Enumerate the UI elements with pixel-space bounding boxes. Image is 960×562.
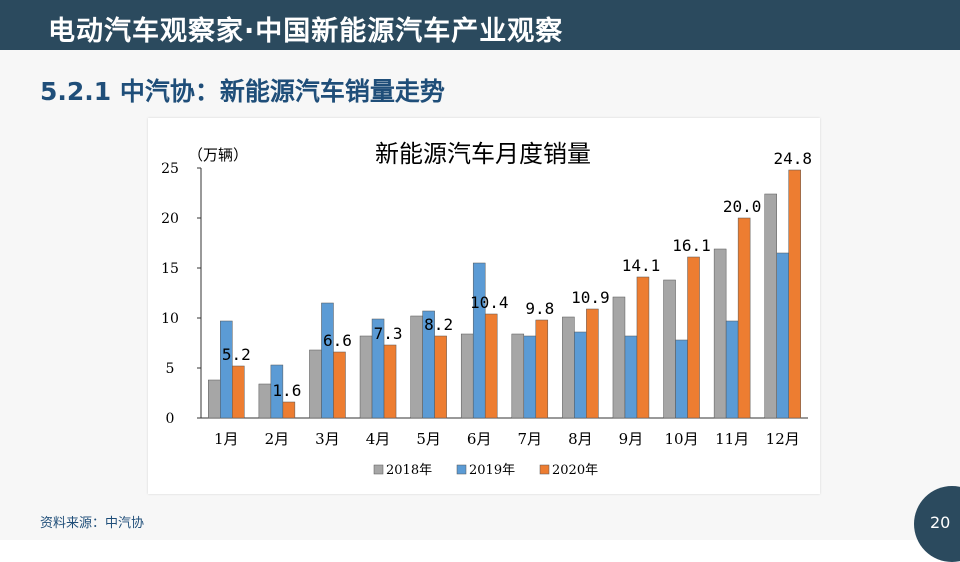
- data-label-2020: 10.4: [470, 293, 509, 312]
- legend-swatch: [539, 464, 550, 475]
- data-label-2020: 1.6: [272, 381, 301, 400]
- bar-2018年: [562, 316, 575, 419]
- bar-2020年: [636, 276, 650, 419]
- bar-2018年: [359, 335, 373, 419]
- data-label-2020: 5.2: [222, 345, 251, 364]
- bar-chart: 新能源汽车月度销量 （万辆） 0 5 10 15 20 25 1月 5.2 2月 1.6 3月 6.6…: [161, 140, 812, 478]
- bar-2020年: [586, 308, 599, 419]
- header-banner: 电动汽车观察家·中国新能源汽车产业观察: [0, 0, 960, 50]
- x-tick-label: 6月: [467, 430, 492, 448]
- bar-2020年: [687, 256, 700, 419]
- plot-area: 0 5 10 15 20 25 1月 5.2 2月 1.6 3月 6.6 4月 7.3 5月 8.2 6月 10.…: [161, 149, 812, 448]
- x-tick-label: 11月: [715, 430, 749, 448]
- x-tick-label: 8月: [568, 430, 593, 448]
- bar-2020年: [333, 351, 346, 419]
- source-note: 资料来源：中汽协: [40, 516, 145, 531]
- bar-2018年: [713, 248, 727, 419]
- data-label-2020: 20.0: [723, 197, 762, 216]
- bar-2020年: [282, 401, 296, 419]
- data-label-2020: 24.8: [773, 149, 812, 168]
- bar-2020年: [788, 169, 801, 419]
- x-tick-label: 2月: [265, 430, 290, 448]
- data-label-2020: 9.8: [525, 299, 554, 318]
- bar-2018年: [764, 193, 777, 419]
- y-tick-label: 0: [166, 411, 175, 427]
- x-tick-label: 1月: [214, 430, 239, 448]
- bar-2019年: [472, 262, 486, 419]
- bar-2019年: [776, 252, 789, 419]
- x-tick-label: 5月: [416, 430, 441, 448]
- data-label-2020: 8.2: [424, 315, 453, 334]
- bar-2018年: [410, 315, 423, 419]
- bar-2019年: [220, 320, 233, 419]
- bar-2018年: [511, 333, 525, 419]
- bar-2019年: [725, 320, 739, 419]
- banner-title: 电动汽车观察家·中国新能源汽车产业观察: [48, 16, 564, 47]
- legend-label: 2019年: [469, 463, 515, 478]
- bar-2019年: [523, 335, 537, 419]
- data-label-2020: 14.1: [622, 256, 661, 275]
- y-tick-label: 20: [161, 211, 179, 227]
- x-tick-label: 3月: [315, 430, 340, 448]
- legend-label: 2020年: [552, 463, 598, 478]
- data-label-2020: 7.3: [374, 324, 403, 343]
- bar-2018年: [309, 349, 322, 419]
- x-tick-label: 7月: [518, 430, 543, 448]
- chart-title: 新能源汽车月度销量: [375, 140, 591, 168]
- data-label-2020: 16.1: [672, 236, 711, 255]
- bar-2019年: [321, 302, 334, 419]
- x-tick-label: 12月: [766, 430, 800, 448]
- bar-2018年: [460, 333, 474, 419]
- chart-panel: 新能源汽车月度销量 （万辆） 0 5 10 15 20 25 1月 5.2 2月 1.6 3月 6.6…: [148, 118, 820, 494]
- bar-2018年: [663, 279, 676, 419]
- x-tick-label: 4月: [366, 430, 391, 448]
- page-number: 20: [930, 513, 951, 532]
- bar-2020年: [232, 365, 245, 419]
- bar-2019年: [270, 364, 284, 419]
- legend: 2018年 2019年 2020年: [373, 463, 598, 478]
- legend-swatch: [456, 464, 467, 475]
- bar-2020年: [434, 335, 447, 419]
- bar-2018年: [208, 379, 221, 419]
- y-tick-label: 15: [161, 261, 179, 277]
- legend-label: 2018年: [386, 463, 432, 478]
- x-tick-label: 9月: [619, 430, 644, 448]
- bar-2020年: [484, 313, 498, 419]
- data-label-2020: 6.6: [323, 331, 352, 350]
- bar-2018年: [258, 383, 272, 419]
- data-label-2020: 10.9: [571, 288, 610, 307]
- bar-2019年: [574, 331, 587, 419]
- bar-2020年: [737, 217, 751, 419]
- bar-2019年: [624, 335, 638, 419]
- y-tick-label: 10: [161, 311, 179, 327]
- bar-2020年: [535, 319, 549, 419]
- bar-2019年: [675, 339, 688, 419]
- bar-2018年: [612, 296, 626, 419]
- x-tick-label: 10月: [664, 430, 698, 448]
- y-tick-label: 5: [166, 361, 175, 377]
- y-tick-label: 25: [161, 161, 179, 177]
- y-axis-unit: （万辆）: [188, 146, 248, 164]
- page-title: 5.2.1 中汽协：新能源汽车销量走势: [40, 77, 445, 106]
- bar-2020年: [383, 344, 397, 419]
- legend-swatch: [373, 464, 384, 475]
